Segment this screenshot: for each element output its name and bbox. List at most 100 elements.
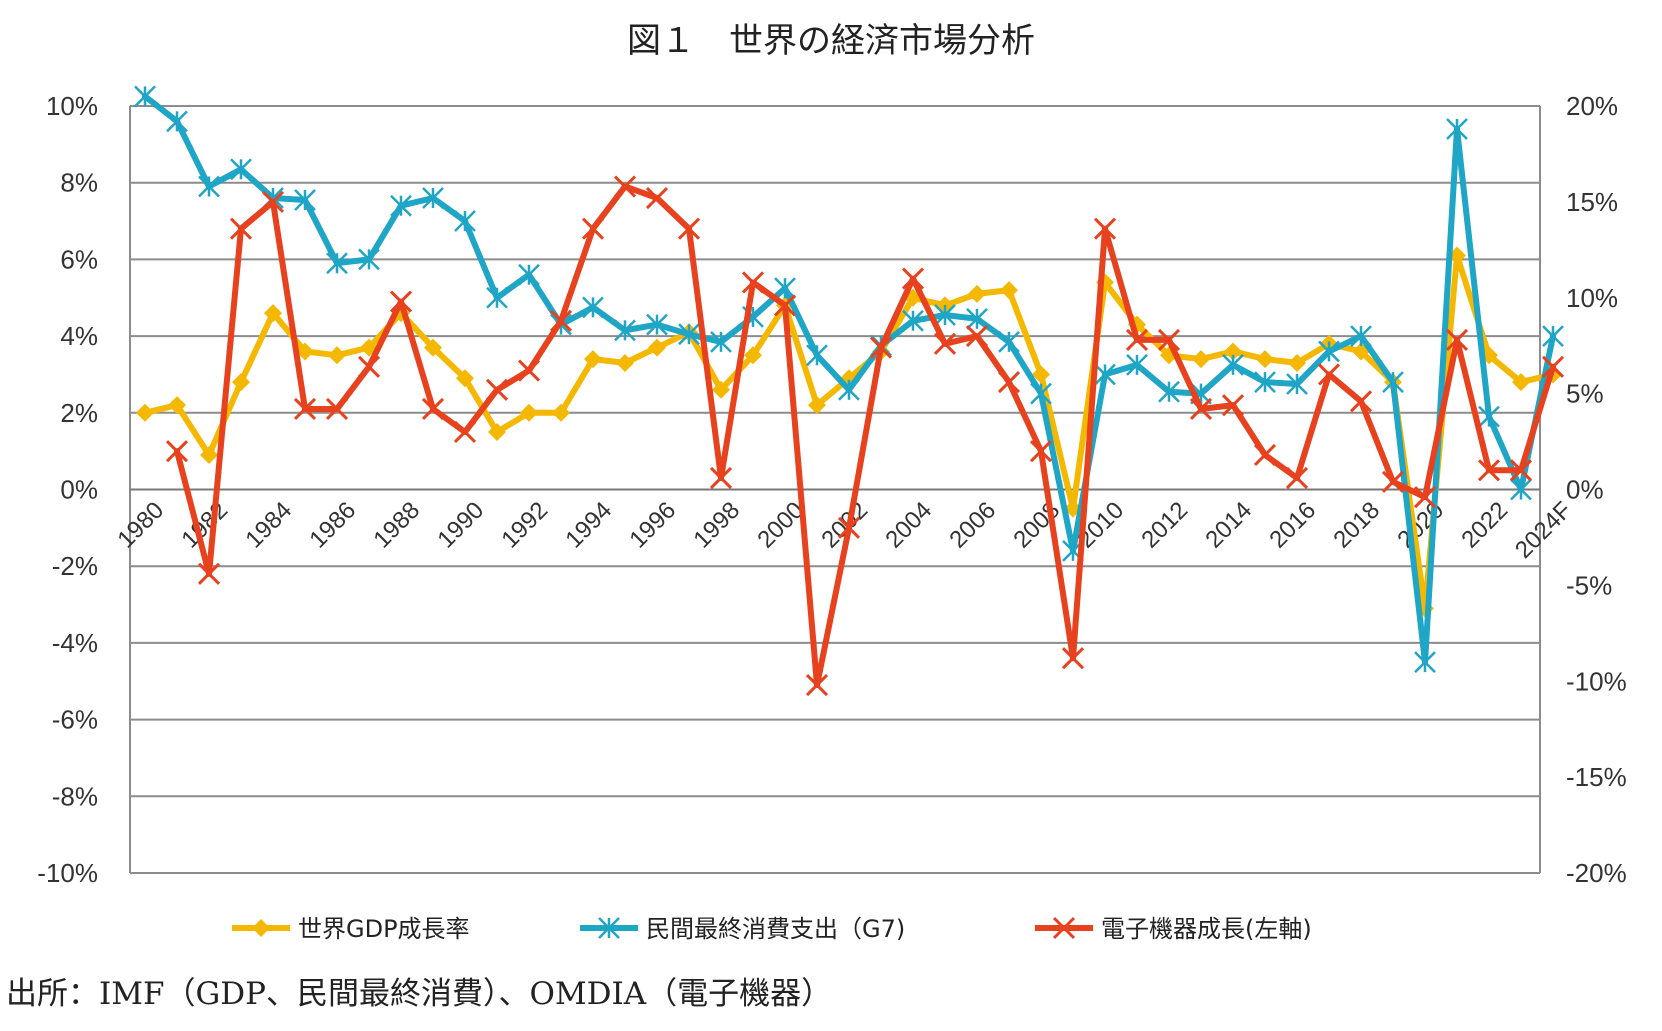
right-tick-label: 20% [1566,91,1618,121]
x-tick-label: 1986 [304,497,361,554]
data-point [966,307,988,330]
legend-marker [1052,916,1076,940]
data-point [134,85,156,108]
data-point [230,158,252,181]
chart-title: 図１ 世界の経済市場分析 [627,21,1035,61]
data-point [678,323,700,346]
data-point [805,674,829,697]
left-tick-label: 2% [60,398,98,428]
data-point [200,445,218,464]
data-point [645,186,669,210]
data-point [1350,325,1372,347]
legend-item: 電子機器成長(左軸) [1035,915,1312,943]
series-1 [136,246,1562,618]
x-tick-label: 2022 [1456,497,1513,554]
data-point [168,396,186,415]
data-point [1222,353,1244,376]
data-point [648,338,666,357]
legend-marker [598,917,620,939]
right-tick-label: -20% [1566,858,1627,888]
data-point [1125,328,1149,351]
data-point [1256,350,1274,369]
x-tick-label: 1988 [368,497,425,554]
plot-area [134,85,1565,697]
x-tick-label: 2018 [1328,497,1385,554]
data-point [1192,350,1210,369]
data-point [1158,380,1180,403]
right-axis: 20% 15% 10% 5% 0% -5% -10% -15% -20% [1566,91,1627,888]
right-tick-label: 10% [1566,283,1618,313]
left-tick-label: 4% [60,321,98,351]
legend: 世界GDP成長率 民間最終消費支出（G7) 電子機器成長(左軸) [232,915,1312,943]
data-point [774,277,796,300]
data-point [614,319,636,342]
data-point [358,248,380,271]
data-point [837,516,861,539]
legend-label: 世界GDP成長率 [298,915,470,943]
source-note: 出所：IMF（GDP、民間最終消費）、OMDIA（電子機器） [6,976,833,1012]
data-point [1126,353,1148,376]
left-tick-label: 6% [60,244,98,274]
legend-item: 世界GDP成長率 [232,915,470,943]
data-point [1446,118,1468,140]
series-line [142,252,1556,612]
data-point [808,396,826,415]
data-point [741,271,765,294]
x-tick-label: 1982 [176,497,233,554]
data-point [997,371,1021,394]
data-point [1413,486,1437,509]
data-point [1285,466,1309,490]
x-tick-label: 1996 [624,497,681,554]
data-point [1349,390,1373,413]
data-point [294,189,316,211]
data-point [1253,443,1277,467]
series-3 [165,175,1565,697]
left-tick-label: -6% [52,705,98,735]
data-point [1000,281,1018,300]
data-point [166,110,188,133]
data-point [517,359,541,382]
data-point [581,217,605,240]
left-axis: 10% 8% 6% 4% 2% 0% -2% -4% -6% -8% -10% [37,91,98,888]
x-tick-label: 1990 [432,497,489,554]
x-tick-label: 2006 [944,497,1001,554]
data-point [422,187,444,209]
left-tick-label: -8% [52,781,98,811]
data-point [485,378,509,401]
data-point [677,217,701,240]
data-point [296,342,314,361]
data-point [488,422,506,441]
x-tick-label: 1998 [688,497,745,554]
data-point [261,190,285,213]
data-point [1512,373,1530,392]
data-point [838,378,860,401]
data-point [584,350,602,369]
data-point [1254,371,1276,394]
data-point [264,304,282,323]
data-point [710,330,732,353]
data-point [1510,478,1532,501]
data-point [613,175,637,198]
legend-label: 民間最終消費支出（G7) [646,915,905,943]
data-point [1286,373,1308,395]
x-tick-label: 2014 [1200,497,1257,554]
data-point [1061,647,1085,670]
data-point [1478,405,1500,428]
left-tick-label: 10% [46,91,98,121]
data-point [934,304,956,326]
data-point [965,325,989,348]
data-point [1318,340,1340,363]
data-point [1477,459,1501,482]
data-point [1382,371,1404,394]
x-tick-label: 2016 [1264,497,1321,554]
data-point [968,284,986,303]
right-tick-label: 15% [1566,187,1618,217]
data-point [744,346,762,365]
data-point [1029,440,1053,463]
right-tick-label: -15% [1566,762,1627,792]
series-2 [134,85,1564,673]
data-point [421,397,445,421]
x-tick-label: 1994 [560,497,617,554]
data-point [325,397,349,421]
data-point [1094,363,1116,386]
